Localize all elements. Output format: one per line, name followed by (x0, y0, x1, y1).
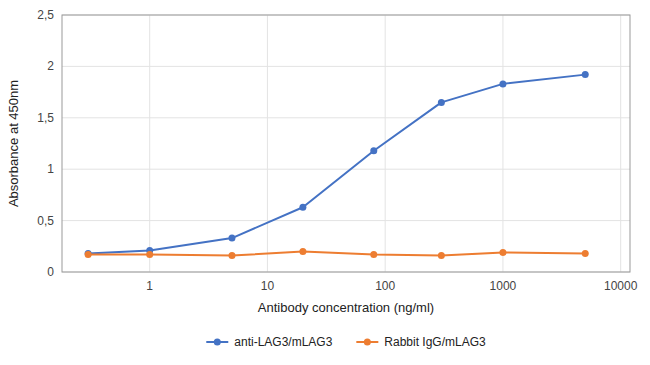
legend-label: anti-LAG3/mLAG3 (234, 335, 332, 349)
x-grid-line (502, 15, 503, 272)
plot-area (85, 71, 589, 259)
y-grid-line (62, 169, 630, 170)
point-marker (146, 251, 153, 258)
point-marker (499, 80, 506, 87)
x-grid-line (620, 15, 621, 272)
x-tick-label: 100 (375, 279, 395, 293)
point-marker (582, 250, 589, 257)
x-grid-line (267, 15, 268, 272)
x-tick-label: 1 (146, 279, 153, 293)
x-axis-label: Antibody concentration (ng/ml) (258, 300, 434, 315)
x-tick-label: 1000 (490, 279, 517, 293)
chart: 0 0,5 1 1,5 2 2,5 1 10 100 1000 10000 Antibody conc… (0, 0, 650, 365)
y-grid-line (62, 220, 630, 221)
point-marker (228, 235, 235, 242)
series-line (88, 251, 585, 255)
y-tick-label: 1,5 (37, 111, 54, 125)
y-tick-label: 2,5 (37, 8, 54, 22)
x-tick-label: 10 (261, 279, 275, 293)
y-grid-line (62, 66, 630, 67)
y-grid-line (62, 117, 630, 118)
x-grid-line (149, 15, 150, 272)
x-tick-label: 10000 (604, 279, 638, 293)
legend-label: Rabbit IgG/mLAG3 (384, 335, 486, 349)
y-tick-label: 2 (47, 59, 54, 73)
point-marker (370, 147, 377, 154)
y-tick-label: 0 (47, 265, 54, 279)
y-axis-label: Absorbance at 450nm (6, 80, 21, 207)
legend-marker (214, 339, 221, 346)
y-tick-label: 0,5 (37, 214, 54, 228)
point-marker (228, 252, 235, 259)
point-marker (582, 71, 589, 78)
point-marker (499, 249, 506, 256)
point-marker (85, 251, 92, 258)
point-marker (438, 252, 445, 259)
point-marker (299, 204, 306, 211)
legend: anti-LAG3/mLAG3 Rabbit IgG/mLAG3 (206, 335, 486, 349)
grid (62, 15, 630, 272)
y-tick-label: 1 (47, 162, 54, 176)
point-marker (370, 251, 377, 258)
plot-frame (62, 15, 630, 272)
series-line (88, 75, 585, 254)
point-marker (299, 248, 306, 255)
legend-marker (364, 339, 371, 346)
legend-item: Rabbit IgG/mLAG3 (356, 335, 486, 349)
point-marker (438, 99, 445, 106)
legend-item: anti-LAG3/mLAG3 (206, 335, 332, 349)
